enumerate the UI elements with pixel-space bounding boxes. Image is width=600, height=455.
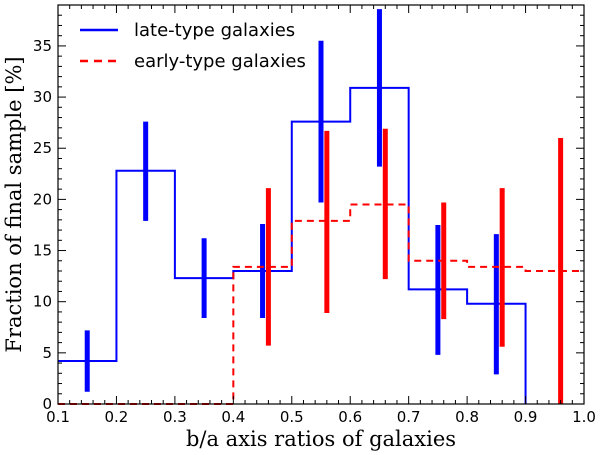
x-tick-label: 0.3: [163, 408, 187, 426]
y-tick-label: 20: [33, 190, 52, 208]
x-tick-label: 0.8: [455, 408, 479, 426]
y-tick-label: 10: [33, 293, 52, 311]
legend-label-early-type: early-type galaxies: [134, 51, 306, 72]
y-tick-label: 25: [33, 139, 52, 157]
x-tick-label: 0.5: [280, 408, 304, 426]
axis-ticks: 0.1 0.2 0.3 0.4 0.5 0.6 0.7 0.8 0.9 1.0 0 5 10 15 20 25…: [33, 5, 596, 426]
series-line-late-type: [58, 86, 527, 404]
y-axis-label: Fraction of final sample [%]: [2, 56, 26, 352]
x-tick-label: 1.0: [572, 408, 596, 426]
y-tick-label: 0: [42, 395, 52, 413]
y-tick-label: 5: [42, 344, 52, 362]
y-tick-label: 30: [33, 88, 52, 106]
x-tick-label: 0.9: [514, 408, 538, 426]
x-tick-label: 0.4: [221, 408, 245, 426]
legend-label-late-type: late-type galaxies: [134, 20, 295, 41]
x-tick-label: 0.7: [397, 408, 421, 426]
y-tick-label: 35: [33, 37, 52, 55]
legend: late-type galaxies early-type galaxies: [80, 20, 306, 72]
x-axis-label: b/a axis ratios of galaxies: [186, 427, 456, 451]
x-tick-label: 0.2: [105, 408, 129, 426]
plot-frame: [57, 4, 585, 405]
y-tick-label: 15: [33, 242, 52, 260]
x-tick-label: 0.6: [338, 408, 362, 426]
x-tick-label: 0.1: [46, 408, 70, 426]
plot-area: [58, 9, 584, 405]
